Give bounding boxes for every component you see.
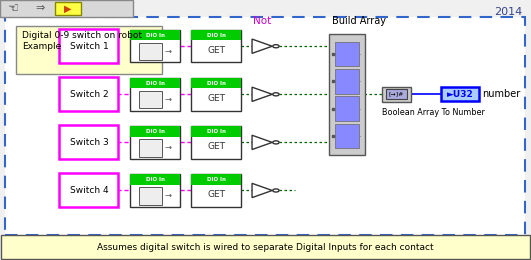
- Bar: [130, 126, 181, 159]
- Text: DIO In: DIO In: [146, 129, 165, 134]
- Polygon shape: [252, 135, 272, 150]
- Text: number: number: [482, 89, 520, 99]
- Text: DIO In: DIO In: [207, 177, 226, 182]
- Text: DIO In: DIO In: [207, 33, 226, 38]
- Bar: [139, 187, 162, 205]
- Text: DIO In: DIO In: [207, 81, 226, 86]
- Text: →: →: [165, 143, 172, 152]
- Text: GET: GET: [207, 46, 225, 55]
- Bar: [139, 43, 162, 60]
- Text: →: →: [165, 191, 172, 200]
- Text: Switch 4: Switch 4: [70, 186, 108, 195]
- FancyBboxPatch shape: [55, 2, 81, 15]
- Text: Not: Not: [253, 16, 271, 26]
- Text: Boolean Array To Number: Boolean Array To Number: [382, 108, 485, 117]
- Bar: [191, 78, 242, 88]
- Text: Switch 1: Switch 1: [70, 42, 108, 51]
- FancyBboxPatch shape: [59, 77, 118, 111]
- Bar: [191, 126, 242, 159]
- FancyBboxPatch shape: [5, 17, 525, 235]
- FancyBboxPatch shape: [59, 125, 118, 159]
- Text: →: →: [165, 95, 172, 104]
- Bar: [130, 126, 181, 136]
- Bar: [139, 139, 162, 157]
- FancyBboxPatch shape: [441, 87, 479, 101]
- Bar: [130, 78, 181, 110]
- Text: Switch 2: Switch 2: [70, 90, 108, 99]
- Text: 2014: 2014: [494, 6, 523, 17]
- FancyBboxPatch shape: [329, 34, 365, 155]
- Bar: [191, 30, 242, 40]
- Text: GET: GET: [207, 94, 225, 103]
- Bar: [386, 89, 407, 99]
- Bar: [191, 126, 242, 136]
- Bar: [335, 96, 359, 121]
- Bar: [191, 174, 242, 207]
- Text: DIO In: DIO In: [146, 33, 165, 38]
- Text: ⇒: ⇒: [35, 3, 45, 14]
- Text: DIO In: DIO In: [207, 129, 226, 134]
- Bar: [335, 124, 359, 148]
- Text: ▶: ▶: [64, 3, 72, 14]
- Bar: [335, 69, 359, 94]
- Bar: [335, 42, 359, 67]
- Polygon shape: [252, 87, 272, 101]
- Bar: [130, 30, 181, 62]
- Text: DIO In: DIO In: [146, 81, 165, 86]
- FancyBboxPatch shape: [59, 173, 118, 207]
- FancyBboxPatch shape: [59, 29, 118, 63]
- Text: GET: GET: [207, 190, 225, 199]
- FancyBboxPatch shape: [16, 26, 162, 74]
- Text: GET: GET: [207, 142, 225, 151]
- Bar: [130, 174, 181, 207]
- Text: [→]#: [→]#: [389, 92, 404, 97]
- Bar: [130, 78, 181, 88]
- Bar: [130, 30, 181, 40]
- FancyBboxPatch shape: [1, 235, 529, 259]
- Text: ►U32: ►U32: [447, 90, 474, 99]
- Bar: [191, 174, 242, 185]
- Text: Digital 0-9 switch on robot
Example: Digital 0-9 switch on robot Example: [22, 31, 142, 51]
- Bar: [0, 0, 133, 17]
- Text: Switch 3: Switch 3: [70, 138, 108, 147]
- Bar: [191, 78, 242, 110]
- Text: →: →: [165, 47, 172, 56]
- Bar: [130, 174, 181, 185]
- Text: Build Array: Build Array: [332, 16, 386, 26]
- Text: Assumes digital switch is wired to separate Digital Inputs for each contact: Assumes digital switch is wired to separ…: [97, 243, 434, 251]
- Text: ☜: ☜: [7, 2, 19, 15]
- Polygon shape: [252, 183, 272, 198]
- Bar: [191, 30, 242, 62]
- Bar: [139, 90, 162, 108]
- FancyBboxPatch shape: [382, 87, 410, 102]
- Text: DIO In: DIO In: [146, 177, 165, 182]
- Polygon shape: [252, 39, 272, 53]
